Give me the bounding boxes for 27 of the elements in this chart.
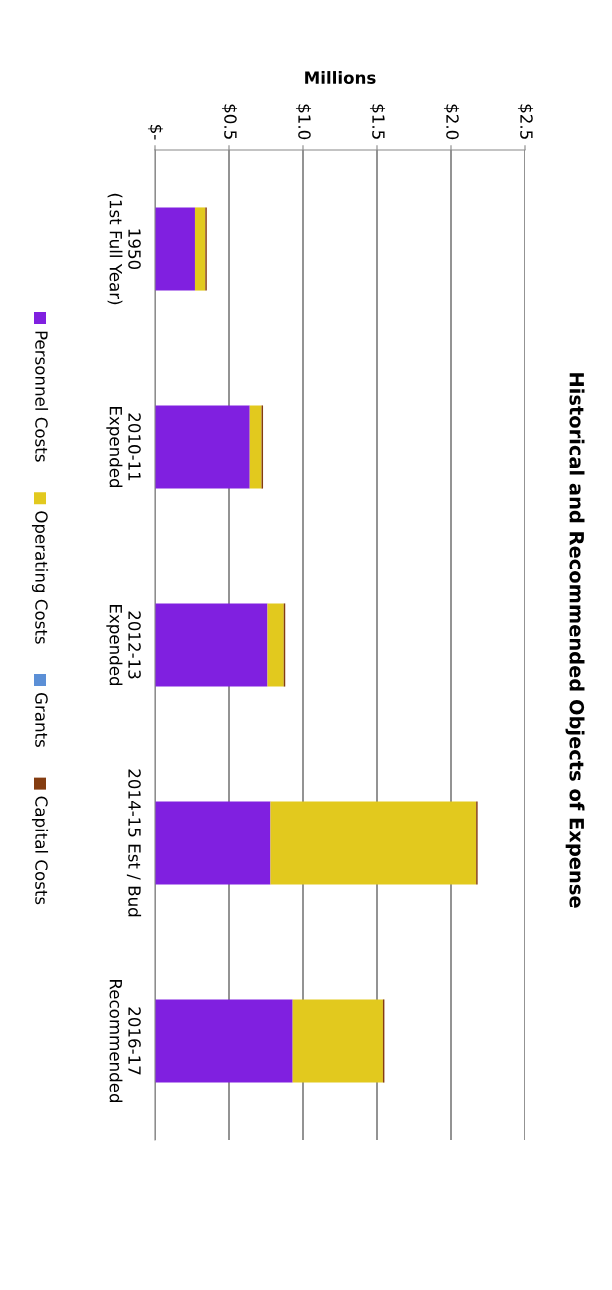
bar xyxy=(292,999,383,1083)
y-tick-label: 2012-13 Expended xyxy=(106,605,141,686)
bar xyxy=(155,999,293,1083)
y-tick-label: 2014-15 Est / Bud xyxy=(126,769,142,917)
y-tick-label: 2010-11 Expended xyxy=(106,407,141,488)
x-axis-title: Millions xyxy=(305,71,376,84)
bar xyxy=(155,603,268,687)
bar xyxy=(249,405,262,489)
bar xyxy=(155,405,250,489)
legend-label: Personnel Costs xyxy=(35,331,49,462)
bar xyxy=(155,207,195,291)
x-tick-label: $0.5 xyxy=(221,104,238,139)
legend-label: Grants xyxy=(35,692,48,747)
x-tick-label: $2.0 xyxy=(443,104,460,140)
bar xyxy=(267,603,284,687)
x-tick-label: $- xyxy=(147,125,164,140)
bar xyxy=(194,207,206,291)
y-tick-label: 1950 (1st Full Year) xyxy=(107,193,141,305)
x-tick-label: $1.0 xyxy=(295,104,312,140)
bar xyxy=(155,801,271,885)
legend-label: Capital Costs xyxy=(31,796,49,905)
bar xyxy=(270,801,477,885)
legend-label: Operating Costs xyxy=(31,511,49,644)
y-tick-label: 2016-17 Recommended xyxy=(109,980,141,1103)
text: Historical and Recommended Objects of Expense xyxy=(565,373,585,908)
x-tick-label: $1.5 xyxy=(369,104,386,139)
x-tick-label: $2.5 xyxy=(517,104,534,139)
